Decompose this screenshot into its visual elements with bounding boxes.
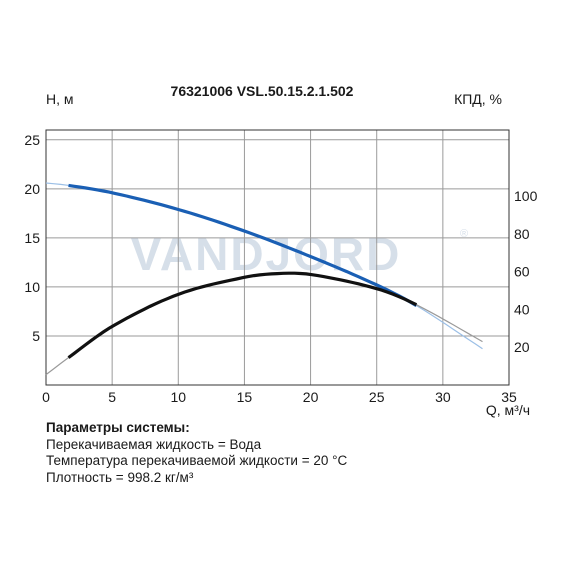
param-fluid: Перекачиваемая жидкость = Вода (46, 436, 262, 452)
y2-tick-label: 40 (514, 301, 530, 317)
y-tick-label: 10 (24, 279, 40, 295)
system-parameters: Параметры системы: Перекачиваемая жидкос… (46, 420, 347, 486)
y2-tick-label: 60 (514, 264, 530, 280)
plot-frame (45, 129, 510, 386)
watermark-logo: VANDJORD (131, 228, 402, 280)
x-tick-label: 30 (435, 389, 451, 405)
head-curve-operating (68, 183, 418, 307)
efficiency-curve-extrapolated (45, 272, 483, 376)
y-tick-label: 20 (24, 181, 40, 197)
param-temperature: Температура перекачиваемой жидкости = 20… (46, 453, 348, 468)
param-density: Плотность = 998.2 кг/м³ (46, 469, 194, 485)
y2-axis-title: КПД, % (454, 91, 502, 107)
y2-tick-label: 20 (514, 339, 530, 355)
x-tick-label: 0 (42, 389, 50, 405)
x-tick-label: 35 (501, 389, 517, 405)
x-tick-label: 20 (303, 389, 319, 405)
x-tick-label: 25 (369, 389, 385, 405)
x-tick-label: 5 (108, 389, 116, 405)
grid (45, 129, 510, 386)
x-tick-label: 10 (170, 389, 186, 405)
chart-title: 76321006 VSL.50.15.2.1.502 (171, 83, 354, 99)
x-tick-label: 15 (237, 389, 253, 405)
watermark-registered-icon: ® (460, 228, 468, 240)
y-axis-title: H, м (46, 91, 74, 107)
y2-tick-label: 80 (514, 226, 530, 242)
efficiency-curve-operating (67, 271, 418, 359)
y-tick-label: 15 (24, 230, 40, 246)
y-tick-label: 5 (32, 328, 40, 344)
system-parameters-title: Параметры системы: (46, 420, 190, 435)
curves (45, 182, 483, 376)
x-axis-title: Q, м³/ч (486, 402, 530, 418)
y-tick-label: 25 (24, 132, 40, 148)
y2-tick-label: 100 (514, 188, 538, 204)
tick-labels: 0 5 10 15 20 25 30 35 5 10 15 20 25 20 40 60 80 100 (24, 132, 537, 405)
